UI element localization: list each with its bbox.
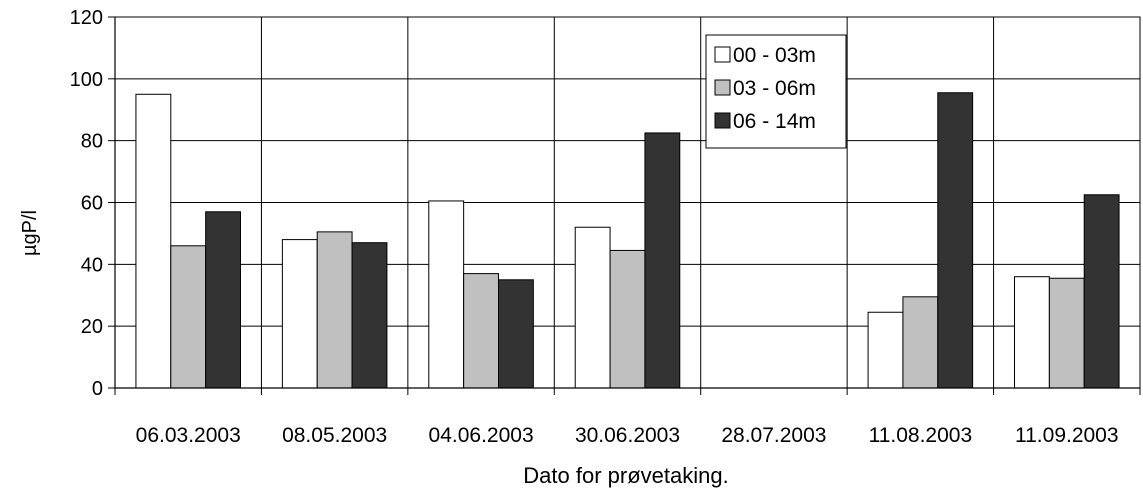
bar xyxy=(351,242,388,389)
bar xyxy=(937,92,974,389)
y-tick-label: 40 xyxy=(81,254,103,276)
x-tick-label: 11.08.2003 xyxy=(869,424,973,447)
x-tick-label: 30.06.2003 xyxy=(575,424,680,447)
x-tick-label: 04.06.2003 xyxy=(429,424,534,447)
bar xyxy=(644,132,681,389)
legend-swatch xyxy=(714,46,731,63)
bar xyxy=(902,296,939,389)
y-tick-label: 120 xyxy=(70,7,103,29)
bar xyxy=(316,231,353,389)
y-axis-label: µgP/l xyxy=(19,210,41,256)
bar xyxy=(170,245,207,389)
x-tick-label: 08.05.2003 xyxy=(282,424,387,447)
y-tick-label: 80 xyxy=(81,131,103,153)
bar xyxy=(609,249,646,389)
bar xyxy=(574,226,611,389)
bar xyxy=(1083,194,1120,389)
y-tick-labels: 0 20 40 60 80 100 120 xyxy=(70,7,103,400)
axes xyxy=(108,16,1141,395)
y-tick-label: 100 xyxy=(70,69,103,91)
bar xyxy=(497,279,534,389)
bar xyxy=(281,239,318,389)
legend-label: 00 - 03m xyxy=(733,44,816,67)
bar xyxy=(1048,277,1085,389)
y-tick-label: 60 xyxy=(81,193,103,215)
legend-label: 03 - 06m xyxy=(733,77,816,100)
bar xyxy=(205,211,241,389)
bar xyxy=(867,311,904,389)
bar-series xyxy=(135,92,1120,389)
x-tick-label: 28.07.2003 xyxy=(721,424,826,447)
y-tick-label: 0 xyxy=(92,378,103,400)
legend: 00 - 03m 03 - 06m 06 - 14m xyxy=(705,34,847,149)
legend-swatch xyxy=(714,79,731,96)
bar xyxy=(1014,276,1050,389)
x-tick-labels: 06.03.2003 08.05.2003 04.06.2003 30.06.2003… xyxy=(136,424,1119,447)
x-tick-label: 11.09.2003 xyxy=(1015,424,1119,447)
bar xyxy=(428,200,465,389)
bar xyxy=(463,273,499,389)
legend-label: 06 - 14m xyxy=(733,110,816,133)
x-tick-label: 06.03.2003 xyxy=(136,424,241,447)
y-tick-label: 20 xyxy=(81,316,103,338)
x-axis-label: Dato for prøvetaking. xyxy=(523,463,728,488)
legend-swatch xyxy=(714,112,731,129)
bar xyxy=(135,93,172,389)
